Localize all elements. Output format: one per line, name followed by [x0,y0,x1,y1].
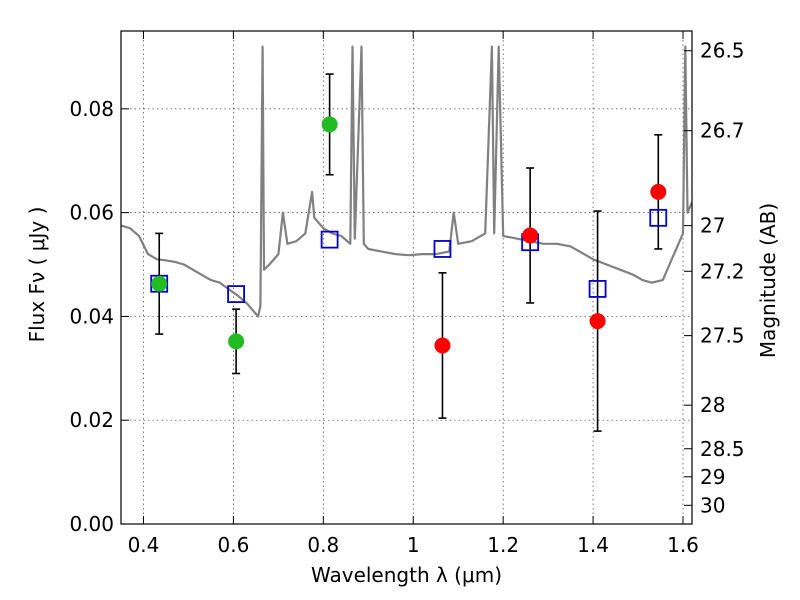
plot-frame [120,30,693,525]
y2-axis-label: Magnitude (AB) [756,203,780,358]
red-data-point [589,313,606,330]
model-synthetic-point [227,285,245,304]
y-axis-label: Flux Fν ( μJy ) [25,207,49,343]
marker-layer [150,116,668,354]
grid-layer [121,31,692,525]
y-tick-label: 0.04 [69,304,114,328]
mag-tick-label: 26.7 [700,119,745,143]
red-data-point [522,227,539,244]
y-tick-label: 0.02 [69,408,114,432]
y-tick-label: 0.06 [69,201,114,225]
mag-tick-label: 30 [700,493,725,517]
model-synthetic-point [649,208,668,227]
mag-tick-label: 27.2 [700,259,745,283]
mag-tick-label: 27.5 [700,324,745,348]
green-data-point [151,275,168,292]
y-tick-label: 0.08 [69,97,114,121]
model-synthetic-point [588,280,607,298]
y-tick-label: 0.00 [69,512,114,536]
x-tick-label: 0.8 [307,533,339,557]
green-data-point [228,333,245,350]
x-tick-label: 1.2 [487,533,519,557]
red-data-point [434,337,451,354]
model-synthetic-point [433,240,452,258]
x-tick-label: 1.4 [577,533,609,557]
model-synthetic-point [320,230,339,249]
mag-tick-label: 26.5 [700,39,745,63]
x-tick-label: 1.6 [667,533,699,557]
x-tick-label: 0.6 [217,533,249,557]
tick-layer: 0.4 0.6 0.8 1 1.2 1.4 1.6 0.00 0.02 0.04 0.06 0.08 2… [69,31,745,557]
green-data-point [321,116,338,133]
mag-tick-label: 29 [700,465,725,489]
mag-tick-label: 27 [700,214,725,238]
model-spectrum-line [121,45,692,318]
model-spectrum-layer [121,45,692,318]
red-data-point [650,183,667,200]
mag-tick-label: 28 [700,393,725,417]
mag-tick-label: 28.5 [700,437,745,461]
x-axis-label: Wavelength λ (μm) [311,563,502,587]
errorbar-layer [155,73,663,432]
x-tick-label: 0.4 [128,533,160,557]
x-tick-label: 1 [407,533,420,557]
